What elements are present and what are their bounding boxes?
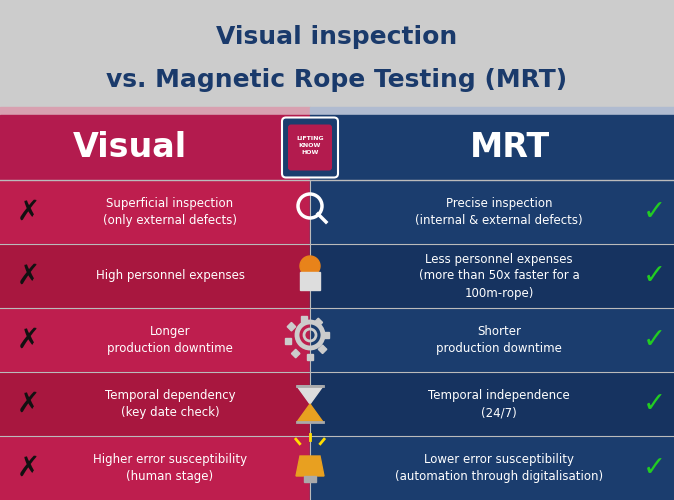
Text: Higher error susceptibility
(human stage): Higher error susceptibility (human stage…: [93, 453, 247, 483]
Text: ✓: ✓: [642, 326, 666, 354]
Text: ✗: ✗: [16, 390, 40, 418]
Bar: [285, 338, 291, 344]
Text: Shorter
production downtime: Shorter production downtime: [436, 325, 562, 355]
Text: MRT: MRT: [470, 131, 550, 164]
Bar: [310, 308, 674, 372]
Bar: [310, 180, 674, 244]
Text: HOW: HOW: [301, 150, 319, 155]
Bar: [0, 244, 310, 308]
Text: vs. Magnetic Rope Testing (MRT): vs. Magnetic Rope Testing (MRT): [106, 68, 568, 92]
Bar: [301, 316, 307, 322]
Bar: [304, 476, 316, 482]
Bar: [0, 115, 310, 180]
Text: Temporal independence
(24/7): Temporal independence (24/7): [429, 389, 570, 419]
Bar: [0, 308, 310, 372]
FancyBboxPatch shape: [288, 124, 332, 170]
Bar: [314, 318, 323, 326]
Bar: [0, 107, 310, 115]
Bar: [307, 354, 313, 360]
Text: Less personnel expenses
(more than 50x faster for a
100m-rope): Less personnel expenses (more than 50x f…: [419, 252, 580, 300]
Bar: [0, 372, 310, 436]
Bar: [323, 332, 329, 338]
Text: Longer
production downtime: Longer production downtime: [107, 325, 233, 355]
Bar: [0, 436, 310, 500]
Text: ✗: ✗: [16, 454, 40, 482]
Bar: [0, 0, 674, 115]
Text: Visual: Visual: [73, 131, 187, 164]
Polygon shape: [296, 456, 324, 476]
Polygon shape: [297, 386, 323, 404]
Text: Lower error susceptibility
(automation through digitalisation): Lower error susceptibility (automation t…: [395, 453, 603, 483]
Bar: [310, 436, 674, 500]
Text: ✓: ✓: [642, 262, 666, 290]
Text: ✗: ✗: [16, 262, 40, 290]
Text: Precise inspection
(internal & external defects): Precise inspection (internal & external …: [415, 197, 583, 227]
Text: ✓: ✓: [642, 454, 666, 482]
Text: Superficial inspection
(only external defects): Superficial inspection (only external de…: [103, 197, 237, 227]
FancyBboxPatch shape: [282, 118, 338, 178]
Text: LIFTING: LIFTING: [296, 136, 324, 141]
Bar: [318, 345, 327, 354]
Text: ✗: ✗: [16, 326, 40, 354]
Text: KNOW: KNOW: [299, 143, 321, 148]
Text: Temporal dependency
(key date check): Temporal dependency (key date check): [104, 389, 235, 419]
Text: Visual inspection: Visual inspection: [216, 25, 458, 49]
Circle shape: [300, 256, 320, 276]
Text: High personnel expenses: High personnel expenses: [96, 270, 245, 282]
Bar: [310, 107, 674, 115]
Text: ✓: ✓: [642, 390, 666, 418]
Bar: [291, 350, 300, 358]
Bar: [310, 115, 674, 180]
Bar: [287, 322, 296, 331]
Bar: [310, 372, 674, 436]
Text: ✗: ✗: [16, 198, 40, 226]
Text: ✓: ✓: [642, 198, 666, 226]
Polygon shape: [297, 404, 323, 422]
Bar: [0, 180, 310, 244]
Bar: [310, 244, 674, 308]
Bar: [300, 272, 320, 290]
